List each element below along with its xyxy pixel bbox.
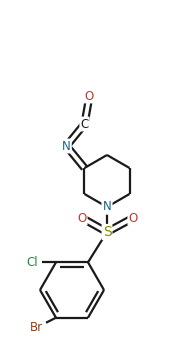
Text: N: N (103, 201, 111, 214)
Text: S: S (103, 225, 111, 239)
Text: C: C (80, 118, 89, 130)
Text: O: O (128, 211, 138, 224)
Text: N: N (62, 139, 71, 152)
Text: O: O (85, 89, 94, 102)
Text: N: N (103, 201, 111, 214)
Text: Cl: Cl (26, 256, 38, 269)
Text: O: O (77, 211, 87, 224)
Text: Br: Br (29, 321, 43, 334)
